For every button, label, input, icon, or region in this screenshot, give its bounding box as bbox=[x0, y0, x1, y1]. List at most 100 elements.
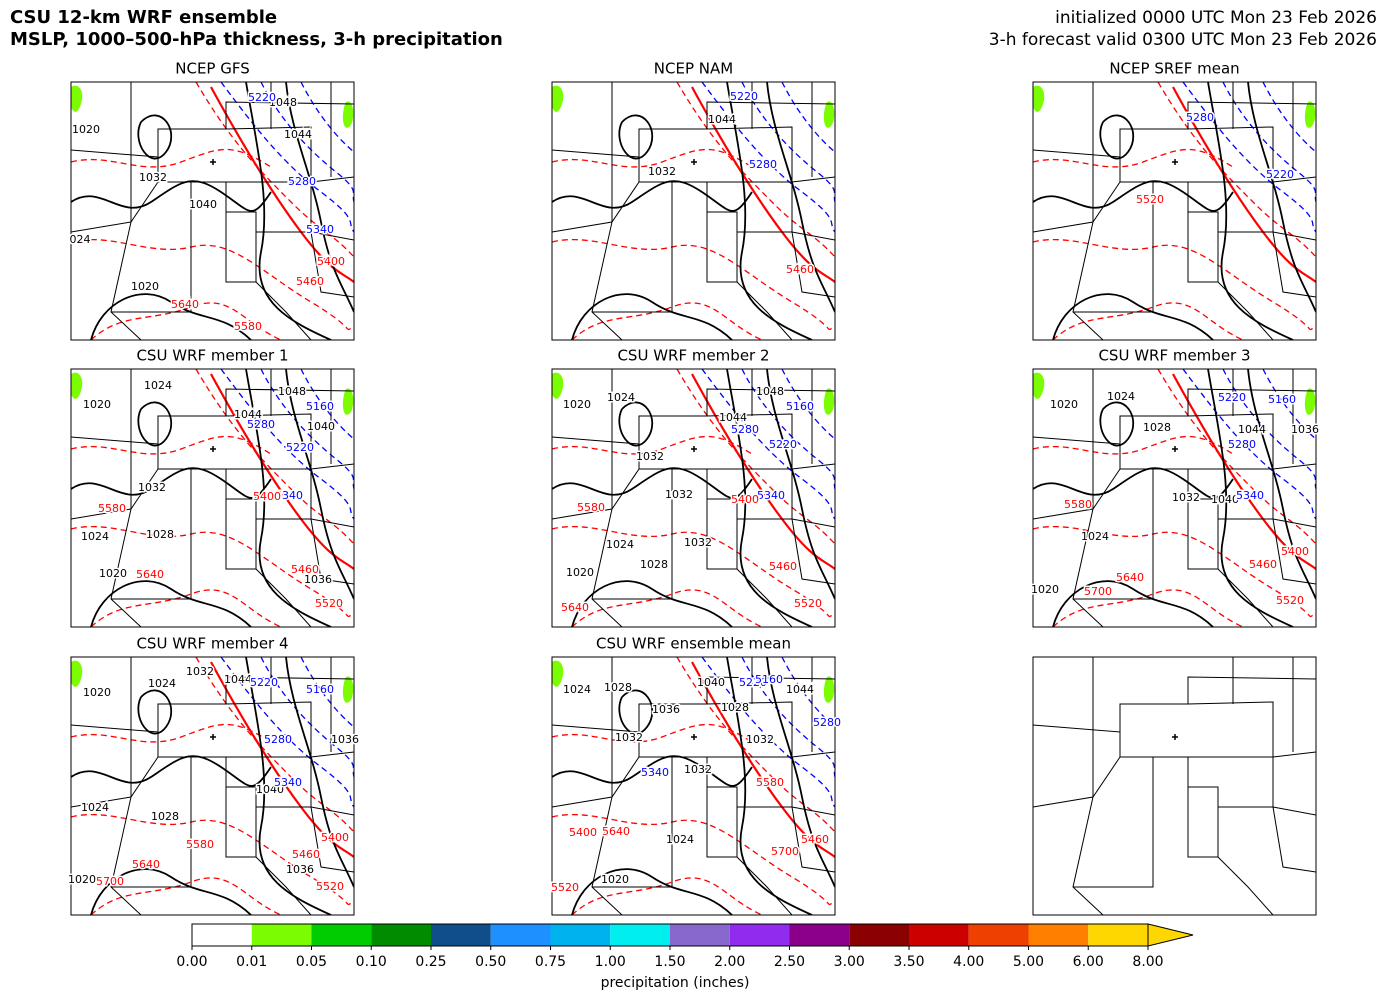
state-border bbox=[1272, 806, 1316, 873]
panel-frame bbox=[1032, 368, 1317, 628]
station-marker bbox=[1172, 446, 1178, 452]
station-marker bbox=[210, 159, 216, 165]
contour bbox=[220, 657, 354, 808]
contour-label: 1020 bbox=[563, 398, 591, 411]
colorbar-tick-label: 8.00 bbox=[1132, 954, 1163, 970]
map-content bbox=[1033, 82, 1316, 340]
contour-label: 1028 bbox=[640, 558, 668, 571]
contour bbox=[71, 238, 354, 331]
contour bbox=[552, 467, 753, 499]
state-border bbox=[310, 231, 354, 298]
map-panel: NCEP NAM 5220 1044 5280 1032 5460 bbox=[551, 60, 836, 341]
station-marker bbox=[210, 446, 216, 452]
contour-label: 5460 bbox=[786, 263, 814, 276]
station-marker bbox=[1172, 159, 1178, 165]
state-border bbox=[1188, 176, 1316, 183]
state-border bbox=[71, 676, 354, 733]
contour bbox=[71, 525, 354, 618]
contour bbox=[137, 401, 172, 447]
contour-label: 5340 bbox=[275, 489, 303, 502]
state-border bbox=[1187, 787, 1274, 915]
contour bbox=[210, 373, 354, 570]
contour bbox=[90, 868, 252, 915]
panel-frame bbox=[551, 81, 836, 341]
state-border bbox=[1188, 463, 1316, 470]
station-marker bbox=[691, 159, 697, 165]
contour-label: 5340 bbox=[641, 766, 669, 779]
state-border bbox=[591, 369, 623, 627]
state-border bbox=[71, 101, 354, 158]
colorbar-bin bbox=[371, 924, 431, 946]
panel-frame bbox=[1032, 81, 1317, 341]
panel-frame bbox=[70, 81, 355, 341]
state-border bbox=[1033, 101, 1316, 158]
state-border bbox=[638, 704, 835, 816]
contour-label: 1032 bbox=[636, 450, 664, 463]
contour-label: 5700 bbox=[771, 845, 799, 858]
title-line: MSLP, 1000–500-hPa thickness, 3-h precip… bbox=[10, 29, 503, 50]
state-border bbox=[71, 388, 354, 445]
contour bbox=[1247, 369, 1316, 600]
contour bbox=[1172, 86, 1316, 283]
panel-title: CSU WRF member 3 bbox=[1098, 347, 1250, 365]
contour bbox=[1222, 82, 1316, 203]
contour-label: 1020 bbox=[72, 123, 100, 136]
contour-label: 1020 bbox=[83, 686, 111, 699]
colorbar-tick-label: 0.75 bbox=[535, 954, 566, 970]
contour-label: 1032 bbox=[648, 165, 676, 178]
contour-label: 5520 bbox=[551, 881, 579, 894]
contour bbox=[285, 82, 354, 313]
colorbar-bin bbox=[490, 924, 551, 946]
colorbar-bin bbox=[968, 924, 1029, 946]
contour-label: 5400 bbox=[253, 490, 281, 503]
contour-label: 5340 bbox=[757, 489, 785, 502]
colorbar-tick-label: 1.50 bbox=[654, 954, 685, 970]
contour-label: 1036 bbox=[286, 863, 314, 876]
state-border bbox=[1033, 756, 1121, 808]
contour bbox=[552, 148, 753, 168]
colorbar-tick-label: 0.01 bbox=[236, 954, 267, 970]
colorbar-tick-label: 2.00 bbox=[714, 954, 745, 970]
contour-label: 1044 bbox=[708, 113, 736, 126]
contour bbox=[552, 180, 753, 212]
contour-label: 1032 bbox=[139, 171, 167, 184]
contour-label: 1024 bbox=[1081, 530, 1109, 543]
colorbar-tick-label: 6.00 bbox=[1073, 954, 1104, 970]
contour bbox=[137, 114, 172, 160]
contour-label: 5220 bbox=[250, 676, 278, 689]
contour bbox=[71, 435, 272, 455]
contour-label: 1032 bbox=[138, 481, 166, 494]
contour-label: 1024 bbox=[1107, 390, 1135, 403]
contour bbox=[71, 148, 272, 168]
state-border bbox=[707, 751, 835, 758]
precip-area bbox=[1033, 85, 1045, 112]
contour-label: 1040 bbox=[307, 420, 335, 433]
precip-area bbox=[342, 676, 354, 703]
contour bbox=[571, 302, 763, 340]
contour-label: 5520 bbox=[316, 880, 344, 893]
contour bbox=[90, 302, 282, 340]
contour bbox=[1262, 369, 1316, 440]
contour bbox=[300, 657, 354, 728]
contour-label: 5580 bbox=[186, 838, 214, 851]
panel-frame bbox=[551, 368, 836, 628]
contour-label: 1040 bbox=[697, 676, 725, 689]
contour-label: 5460 bbox=[296, 275, 324, 288]
state-border bbox=[1033, 181, 1121, 233]
contour-label: 1024 bbox=[606, 538, 634, 551]
state-border bbox=[1033, 468, 1121, 520]
contour-label: 1028 bbox=[1143, 421, 1171, 434]
contour-label: 1036 bbox=[331, 733, 359, 746]
contour-label: 5580 bbox=[1064, 498, 1092, 511]
colorbar-tick-label: 0.10 bbox=[356, 954, 387, 970]
state-border bbox=[226, 751, 354, 758]
contour bbox=[210, 661, 354, 858]
contour-label: 1024 bbox=[148, 677, 176, 690]
contour-label: 5400 bbox=[569, 826, 597, 839]
state-border bbox=[592, 757, 673, 888]
contour-label: 5700 bbox=[96, 875, 124, 888]
state-border bbox=[1187, 701, 1274, 807]
contour bbox=[741, 369, 835, 490]
colorbar-tick-label: 4.00 bbox=[953, 954, 984, 970]
